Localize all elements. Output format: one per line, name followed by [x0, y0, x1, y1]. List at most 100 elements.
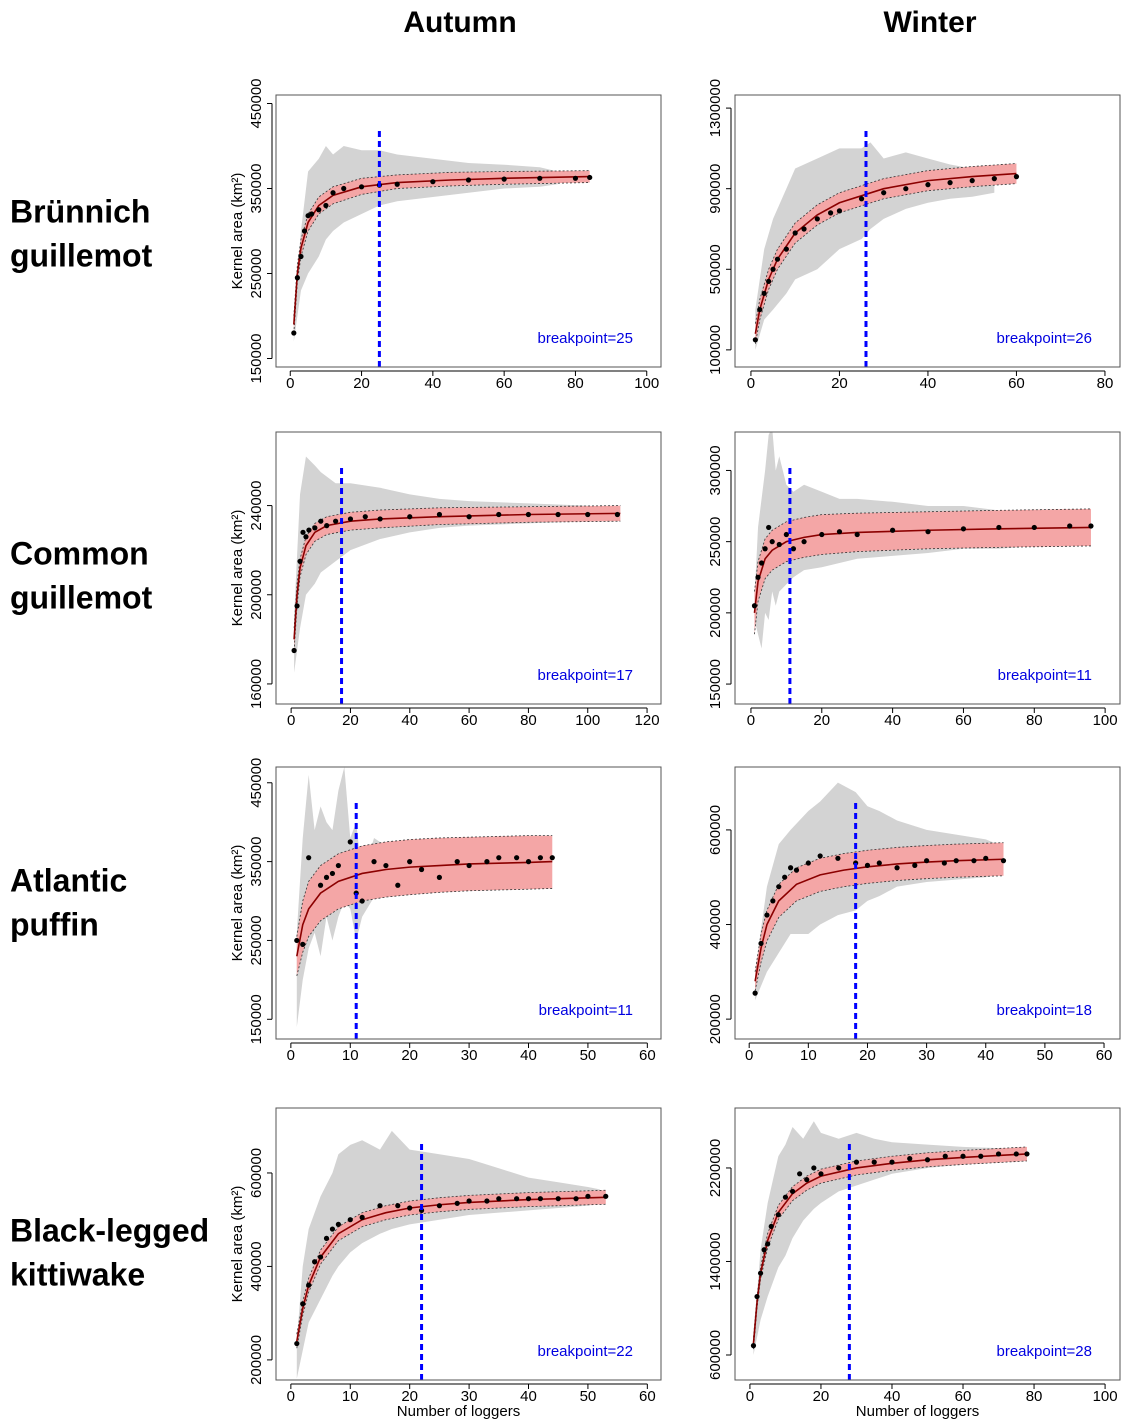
- data-point: [894, 865, 900, 871]
- panel: breakpoint=11 0 10 20 30 40 50 60 150000 250000 35…: [229, 758, 662, 1064]
- y-tick-label: 150000: [248, 333, 265, 383]
- data-point: [889, 1159, 895, 1165]
- x-tick-label: 120: [635, 712, 660, 729]
- x-tick-label: 40: [401, 712, 418, 729]
- data-point: [335, 862, 341, 869]
- column-title: Autumn: [403, 6, 516, 39]
- data-point: [318, 518, 324, 524]
- data-point: [329, 870, 336, 877]
- data-point: [1024, 1151, 1030, 1157]
- data-point: [912, 862, 918, 868]
- fit-curve: [753, 526, 1091, 613]
- data-point: [1031, 524, 1037, 531]
- data-point: [768, 1223, 774, 1230]
- plot-frame: [734, 766, 1121, 1040]
- y-tick-label: 450000: [248, 758, 265, 808]
- breakpoint-label: breakpoint=17: [538, 667, 634, 684]
- plot-area: [750, 1121, 1030, 1355]
- data-point: [764, 912, 770, 918]
- fit-curve: [296, 1196, 606, 1342]
- data-point: [827, 210, 834, 216]
- data-point: [1013, 1151, 1019, 1157]
- fit-curve: [296, 860, 553, 957]
- envelope: [296, 1130, 600, 1379]
- x-tick-label: 40: [425, 375, 442, 392]
- x-tick-label: 80: [567, 375, 584, 392]
- data-point: [377, 1203, 383, 1209]
- plot-area: [294, 1130, 609, 1379]
- data-point: [776, 541, 782, 548]
- y-tick-label: 160000: [248, 659, 265, 709]
- data-point: [774, 256, 781, 262]
- data-point: [454, 1200, 460, 1206]
- x-tick-label: 10: [800, 1047, 817, 1064]
- data-point: [757, 1270, 764, 1276]
- data-point: [770, 266, 776, 272]
- data-point: [752, 990, 758, 996]
- data-point: [787, 865, 794, 871]
- y-tick-label: 350000: [248, 163, 265, 213]
- data-point: [525, 1196, 532, 1202]
- data-point: [294, 275, 300, 281]
- x-tick-label: 20: [831, 375, 848, 392]
- x-tick-label: 50: [580, 1388, 597, 1405]
- data-point: [347, 839, 353, 845]
- band-edge: [296, 1189, 606, 1335]
- x-tick-label: 40: [977, 1047, 994, 1064]
- panel: breakpoint=17 0 20 40 60 80 100 120 160000 200000…: [229, 431, 662, 729]
- data-point: [294, 1340, 300, 1347]
- row-label: Atlantic: [10, 862, 127, 898]
- data-point: [306, 855, 312, 861]
- plot-area: [751, 432, 1094, 649]
- x-tick-label: 100: [1093, 1388, 1118, 1405]
- data-point: [792, 230, 798, 236]
- data-point: [418, 866, 425, 873]
- x-tick-label: 20: [813, 712, 830, 729]
- data-point: [836, 1165, 842, 1171]
- y-tick-label: 240000: [248, 481, 265, 531]
- data-point: [783, 531, 789, 538]
- confidence-band: [754, 508, 1091, 635]
- x-tick-label: 60: [496, 375, 513, 392]
- data-point: [359, 1214, 365, 1220]
- y-tick-label: 600000: [707, 1330, 724, 1380]
- y-tick-label: 200000: [248, 570, 265, 620]
- plot-area: [291, 456, 621, 673]
- data-point: [306, 527, 312, 533]
- panel: breakpoint=25 0 20 40 60 80 100 150000 250000 350…: [229, 78, 662, 392]
- x-tick-label: 50: [1037, 1047, 1054, 1064]
- data-point: [309, 211, 315, 217]
- y-tick-label: 450000: [248, 78, 265, 128]
- x-tick-label: 80: [520, 712, 537, 729]
- band-edge: [754, 842, 1004, 972]
- data-point: [501, 176, 507, 182]
- band-edge: [754, 183, 1017, 344]
- data-point: [1000, 858, 1007, 864]
- x-tick-label: 60: [1096, 1047, 1113, 1064]
- data-point: [294, 937, 300, 944]
- data-point: [925, 529, 931, 535]
- breakpoint-label: breakpoint=25: [538, 330, 634, 347]
- x-tick-label: 30: [918, 1047, 935, 1064]
- row-label: Common: [10, 535, 149, 571]
- plot-frame: [734, 431, 1121, 705]
- data-point: [300, 941, 306, 947]
- data-point: [587, 174, 593, 181]
- data-point: [573, 1196, 579, 1202]
- x-tick-label: 0: [287, 1047, 295, 1064]
- data-point: [377, 516, 383, 522]
- data-point: [333, 518, 339, 524]
- data-point: [291, 647, 297, 654]
- x-tick-label: 0: [747, 375, 755, 392]
- y-tick-label: 1300000: [707, 79, 724, 137]
- plot-frame: [275, 431, 662, 705]
- data-point: [294, 603, 300, 609]
- data-point: [960, 526, 967, 532]
- data-point: [323, 1235, 330, 1241]
- data-point: [751, 603, 758, 609]
- data-point: [312, 525, 318, 531]
- data-point: [395, 1203, 401, 1209]
- x-tick-label: 0: [287, 1388, 295, 1405]
- data-point: [766, 278, 772, 284]
- x-tick-label: 10: [342, 1388, 359, 1405]
